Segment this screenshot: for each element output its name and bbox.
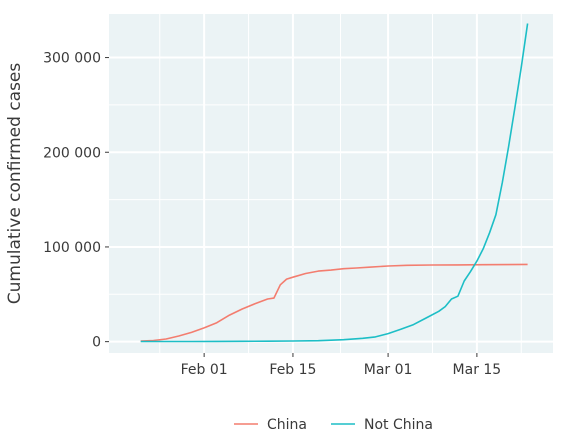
y-tick-label: 0 [92, 335, 101, 351]
x-tick-label: Mar 01 [364, 362, 413, 378]
legend-label-not-china: Not China [364, 417, 433, 433]
y-axis: 0 100 000 200 000 300 000 [43, 51, 109, 351]
x-tick-label: Feb 01 [181, 362, 228, 378]
y-axis-title: Cumulative confirmed cases [5, 63, 25, 305]
plot-panel [109, 14, 553, 353]
series-line-china [140, 263, 528, 342]
y-tick-label: 100 000 [43, 240, 101, 256]
x-axis: Feb 01 Feb 15 Mar 01 Mar 15 [181, 353, 502, 378]
series-line-not-china [140, 23, 529, 343]
legend-label-china: China [267, 417, 307, 433]
grid-lines [109, 14, 553, 353]
series-lines [140, 23, 529, 343]
y-tick-label: 200 000 [43, 145, 101, 161]
x-tick-label: Feb 15 [269, 362, 316, 378]
x-tick-label: Mar 15 [453, 362, 502, 378]
y-tick-label: 300 000 [43, 51, 101, 67]
legend: China Not China [234, 417, 433, 433]
